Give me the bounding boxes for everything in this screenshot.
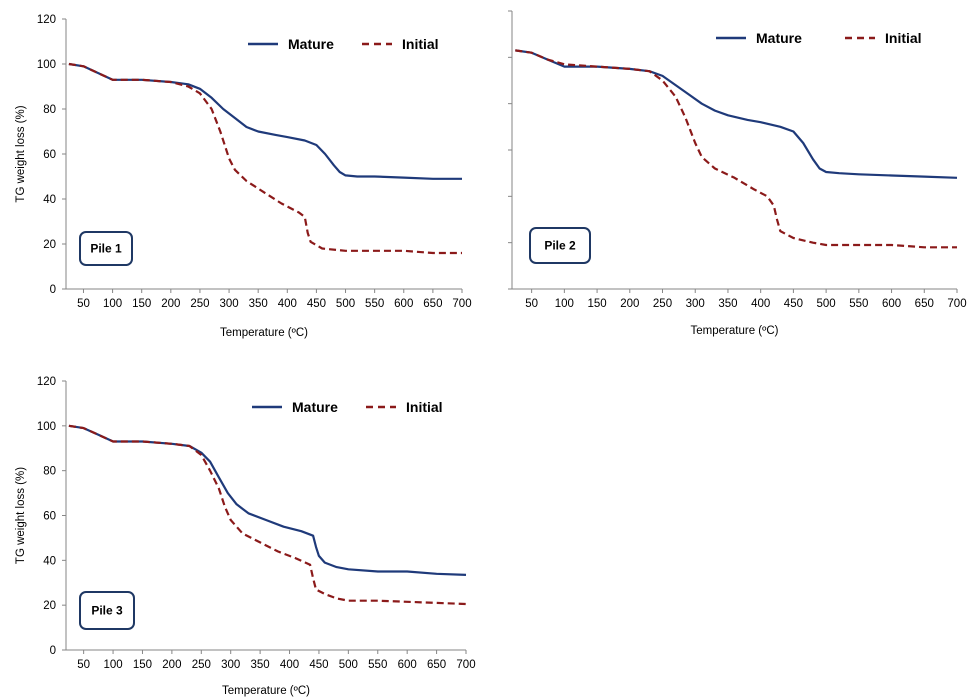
y-tick-label: 0 bbox=[50, 284, 56, 296]
x-tick-label: 550 bbox=[368, 659, 387, 671]
x-tick-label: 700 bbox=[947, 298, 966, 310]
pile-label-box bbox=[79, 231, 133, 266]
x-axis-title: Temperature (ºC) bbox=[222, 685, 310, 697]
x-tick-label: 600 bbox=[398, 659, 417, 671]
x-tick-label: 650 bbox=[915, 298, 934, 310]
x-tick-label: 550 bbox=[365, 298, 384, 310]
x-tick-label: 50 bbox=[77, 298, 90, 310]
x-tick-label: 100 bbox=[103, 298, 122, 310]
x-tick-label: 50 bbox=[525, 298, 538, 310]
series-line-mature bbox=[68, 424, 467, 576]
x-tick-label: 350 bbox=[251, 659, 270, 671]
y-tick-label: 120 bbox=[37, 376, 56, 388]
x-tick-label: 650 bbox=[427, 659, 446, 671]
series-line-initial bbox=[515, 49, 957, 249]
x-tick-label: 200 bbox=[162, 659, 181, 671]
y-tick-label: 40 bbox=[43, 194, 56, 206]
x-tick-label: 500 bbox=[339, 659, 358, 671]
y-tick-label: 60 bbox=[43, 511, 56, 523]
y-tick-label: 120 bbox=[37, 14, 56, 26]
x-tick-label: 350 bbox=[249, 298, 268, 310]
x-tick-label: 100 bbox=[103, 659, 122, 671]
x-tick-label: 250 bbox=[190, 298, 209, 310]
x-tick-label: 700 bbox=[456, 659, 475, 671]
x-tick-label: 300 bbox=[219, 298, 238, 310]
x-tick-label: 600 bbox=[394, 298, 413, 310]
x-tick-label: 300 bbox=[686, 298, 705, 310]
x-tick-label: 150 bbox=[587, 298, 606, 310]
x-tick-label: 200 bbox=[161, 298, 180, 310]
series-line-initial bbox=[68, 424, 467, 606]
legend-label-mature: Mature bbox=[756, 30, 802, 46]
legend-label-initial: Initial bbox=[885, 30, 922, 46]
series-line-mature bbox=[68, 62, 462, 180]
y-tick-label: 100 bbox=[37, 59, 56, 71]
y-tick-label: 20 bbox=[43, 239, 56, 251]
x-tick-label: 250 bbox=[653, 298, 672, 310]
y-tick-label: 80 bbox=[43, 466, 56, 478]
x-tick-label: 500 bbox=[817, 298, 836, 310]
x-tick-label: 450 bbox=[309, 659, 328, 671]
x-tick-label: 100 bbox=[555, 298, 574, 310]
x-axis-title: Temperature (ºC) bbox=[691, 325, 779, 337]
pile-label-box bbox=[529, 227, 591, 264]
y-tick-label: 100 bbox=[37, 421, 56, 433]
chart-panel-pile-1: 0 20 40 60 80 100 120 50 100 150 200 250 300 350 400 45… bbox=[15, 14, 472, 339]
x-tick-label: 300 bbox=[221, 659, 240, 671]
chart-panel-pile-3: 0 20 40 60 80 100 120 50 100 150 200 250 300 350 400 45… bbox=[15, 376, 476, 697]
x-tick-label: 550 bbox=[849, 298, 868, 310]
legend-label-initial: Initial bbox=[406, 399, 443, 415]
x-tick-label: 400 bbox=[278, 298, 297, 310]
legend-label-initial: Initial bbox=[402, 36, 439, 52]
series-line-mature bbox=[515, 49, 958, 179]
x-tick-label: 250 bbox=[192, 659, 211, 671]
x-tick-label: 350 bbox=[718, 298, 737, 310]
x-axis-title: Temperature (ºC) bbox=[220, 327, 308, 339]
x-tick-label: 400 bbox=[751, 298, 770, 310]
y-axis-title: TG weight loss (%) bbox=[15, 467, 27, 564]
x-tick-label: 400 bbox=[280, 659, 299, 671]
legend-label-mature: Mature bbox=[288, 36, 334, 52]
pile-label: Pile 2 bbox=[544, 239, 576, 253]
pile-label: Pile 3 bbox=[91, 604, 123, 618]
y-tick-label: 80 bbox=[43, 104, 56, 116]
y-tick-label: 60 bbox=[43, 149, 56, 161]
chart-panel-pile-2: 50 100 150 200 250 300 350 400 450 500 550 600 650 70… bbox=[508, 10, 967, 337]
y-axis-title: TG weight loss (%) bbox=[15, 105, 27, 202]
x-tick-label: 150 bbox=[133, 659, 152, 671]
x-tick-label: 150 bbox=[132, 298, 151, 310]
pile-label-box bbox=[79, 591, 135, 630]
x-tick-label: 600 bbox=[882, 298, 901, 310]
x-tick-label: 700 bbox=[452, 298, 471, 310]
series-line-initial bbox=[68, 62, 462, 255]
x-tick-label: 50 bbox=[77, 659, 90, 671]
x-tick-label: 500 bbox=[336, 298, 355, 310]
legend-label-mature: Mature bbox=[292, 399, 338, 415]
x-tick-label: 450 bbox=[307, 298, 326, 310]
y-tick-label: 0 bbox=[50, 645, 56, 657]
x-tick-label: 450 bbox=[784, 298, 803, 310]
y-tick-label: 20 bbox=[43, 600, 56, 612]
x-tick-label: 200 bbox=[620, 298, 639, 310]
y-tick-label: 40 bbox=[43, 555, 56, 567]
x-tick-label: 650 bbox=[423, 298, 442, 310]
pile-label: Pile 1 bbox=[90, 242, 122, 256]
